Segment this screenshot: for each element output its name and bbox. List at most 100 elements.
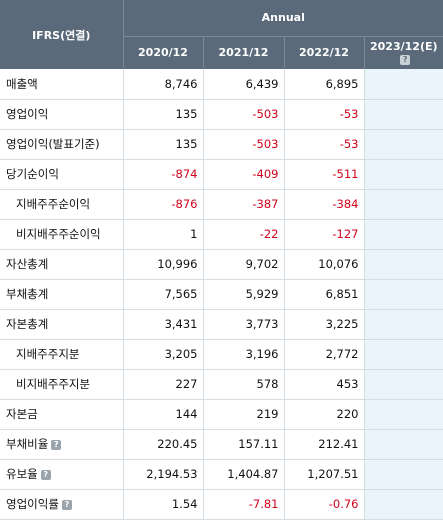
value-cell: 6,851: [284, 279, 365, 310]
row-label: 당기순이익: [0, 159, 124, 190]
table-row: 부채비율? 220.45 157.11 212.41: [0, 429, 443, 460]
estimate-cell: [364, 369, 443, 400]
estimate-cell: [364, 189, 443, 220]
value-cell: 3,431: [123, 309, 204, 340]
value-cell: -503: [203, 129, 285, 160]
table-row: 비지배주주순이익 1 -22 -127: [0, 219, 443, 250]
estimate-cell: [364, 309, 443, 340]
estimate-cell: [364, 219, 443, 250]
value-cell: 3,225: [284, 309, 365, 340]
row-label: 비지배주주순이익: [0, 219, 124, 250]
value-cell: 7,565: [123, 279, 204, 310]
estimate-cell: [364, 99, 443, 130]
value-cell: 453: [284, 369, 365, 400]
value-cell: -511: [284, 159, 365, 190]
value-cell: -7.81: [203, 489, 285, 520]
annual-group-header[interactable]: Annual: [123, 0, 443, 36]
table-row: 당기순이익 -874 -409 -511: [0, 159, 443, 190]
table-row: 영업이익 135 -503 -53: [0, 99, 443, 130]
row-label: 매출액: [0, 69, 124, 100]
value-cell: 6,439: [203, 69, 285, 100]
value-cell: -53: [284, 99, 365, 130]
value-cell: -22: [203, 219, 285, 250]
table-row: 자본금 144 219 220: [0, 399, 443, 430]
column-header-2022: 2022/12: [284, 36, 365, 69]
value-cell: 1.54: [123, 489, 204, 520]
estimate-cell: [364, 249, 443, 280]
question-icon[interactable]: ?: [400, 54, 411, 65]
estimate-cell: [364, 399, 443, 430]
value-cell: 8,746: [123, 69, 204, 100]
value-cell: 3,196: [203, 339, 285, 370]
value-cell: 10,996: [123, 249, 204, 280]
value-cell: 1,207.51: [284, 459, 365, 490]
value-cell: -0.76: [284, 489, 365, 520]
value-cell: -409: [203, 159, 285, 190]
value-cell: -503: [203, 99, 285, 130]
annual-label: Annual: [261, 11, 305, 25]
estimate-cell: [364, 69, 443, 100]
question-icon[interactable]: ?: [61, 499, 72, 510]
corner-label: IFRS(연결): [32, 28, 91, 42]
column-header-2023e: 2023/12(E)?: [370, 39, 438, 65]
value-cell: 6,895: [284, 69, 365, 100]
value-cell: 219: [203, 399, 285, 430]
value-cell: -874: [123, 159, 204, 190]
table-row: 지배주주순이익 -876 -387 -384: [0, 189, 443, 220]
value-cell: 9,702: [203, 249, 285, 280]
value-cell: 3,205: [123, 339, 204, 370]
value-cell: 135: [123, 129, 204, 160]
column-header-2021: 2021/12: [203, 36, 285, 69]
row-label[interactable]: 유보율?: [0, 459, 124, 490]
table-row: 유보율? 2,194.53 1,404.87 1,207.51: [0, 459, 443, 490]
estimate-cell: [364, 489, 443, 520]
estimate-cell: [364, 429, 443, 460]
row-label: 자본금: [0, 399, 124, 430]
corner-header: IFRS(연결): [0, 0, 124, 69]
estimate-cell: [364, 279, 443, 310]
row-label: 부채총계: [0, 279, 124, 310]
value-cell: -387: [203, 189, 285, 220]
value-cell: 144: [123, 399, 204, 430]
table-row: 자본총계 3,431 3,773 3,225: [0, 309, 443, 340]
value-cell: 157.11: [203, 429, 285, 460]
value-cell: 212.41: [284, 429, 365, 460]
table-row: 매출액 8,746 6,439 6,895: [0, 69, 443, 100]
value-cell: 135: [123, 99, 204, 130]
value-cell: -876: [123, 189, 204, 220]
value-cell: 2,772: [284, 339, 365, 370]
value-cell: 227: [123, 369, 204, 400]
row-label: 비지배주주지분: [0, 369, 124, 400]
value-cell: 1: [123, 219, 204, 250]
value-cell: 2,194.53: [123, 459, 204, 490]
table-row: 자산총계 10,996 9,702 10,076: [0, 249, 443, 280]
estimate-cell: [364, 339, 443, 370]
value-cell: 220.45: [123, 429, 204, 460]
table-row: 영업이익(발표기준) 135 -503 -53: [0, 129, 443, 160]
estimate-cell: [364, 129, 443, 160]
table-row: 비지배주주지분 227 578 453: [0, 369, 443, 400]
row-label: 자본총계: [0, 309, 124, 340]
question-icon[interactable]: ?: [40, 469, 51, 480]
row-label[interactable]: 영업이익률?: [0, 489, 124, 520]
value-cell: 10,076: [284, 249, 365, 280]
value-cell: 3,773: [203, 309, 285, 340]
value-cell: -384: [284, 189, 365, 220]
estimate-cell: [364, 159, 443, 190]
table-row: 지배주주지분 3,205 3,196 2,772: [0, 339, 443, 370]
value-cell: -53: [284, 129, 365, 160]
row-label: 영업이익: [0, 99, 124, 130]
row-label[interactable]: 부채비율?: [0, 429, 124, 460]
estimate-cell: [364, 459, 443, 490]
value-cell: 5,929: [203, 279, 285, 310]
value-cell: 220: [284, 399, 365, 430]
column-header-2020: 2020/12: [123, 36, 204, 69]
table-row: 부채총계 7,565 5,929 6,851: [0, 279, 443, 310]
question-icon[interactable]: ?: [51, 439, 62, 450]
table-row: 영업이익률? 1.54 -7.81 -0.76: [0, 489, 443, 520]
value-cell: -127: [284, 219, 365, 250]
value-cell: 1,404.87: [203, 459, 285, 490]
value-cell: 578: [203, 369, 285, 400]
row-label: 자산총계: [0, 249, 124, 280]
